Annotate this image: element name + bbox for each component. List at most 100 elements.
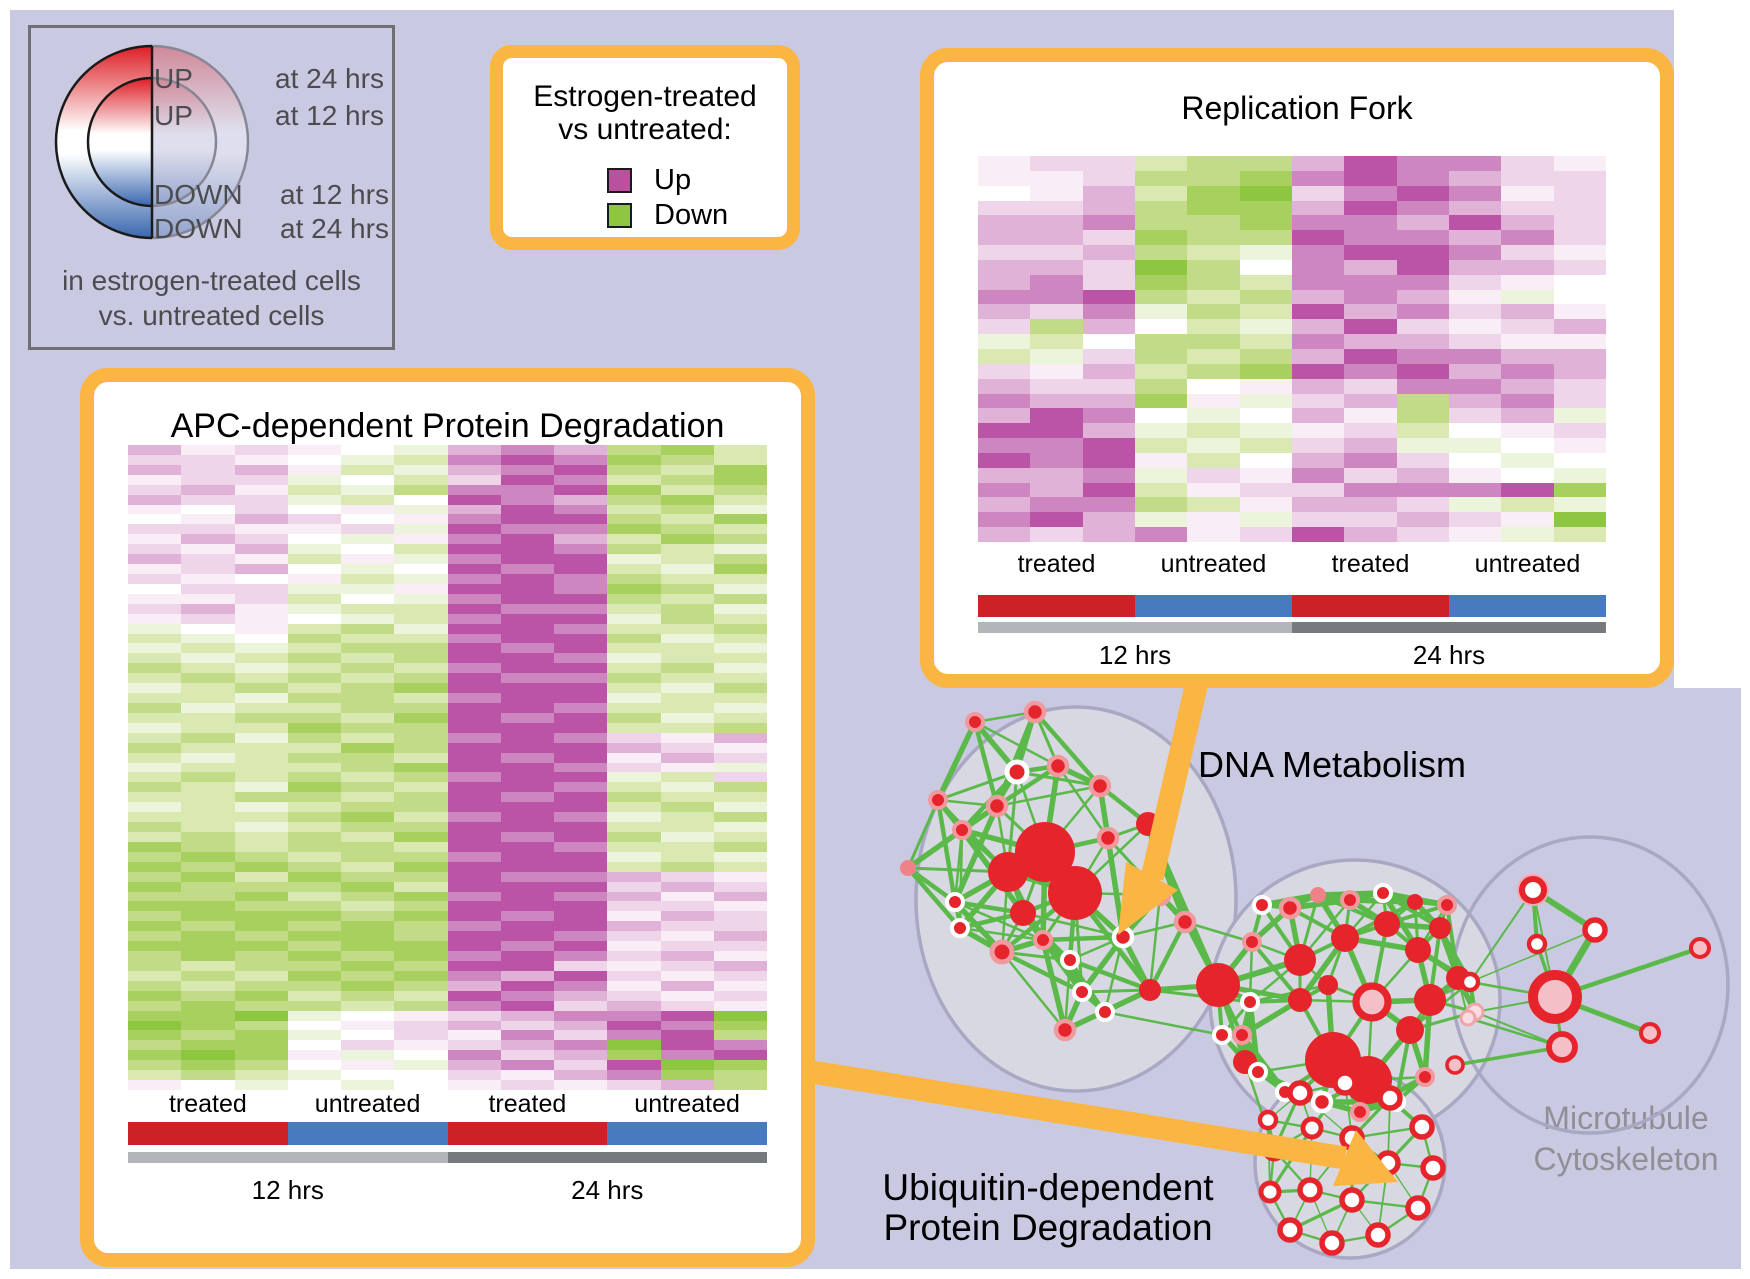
heatmap-cell — [500, 901, 554, 912]
heatmap-cell — [234, 1010, 288, 1021]
heatmap-cell — [500, 921, 554, 932]
heatmap-cell — [1187, 304, 1240, 320]
heatmap-cell — [607, 534, 661, 545]
heatmap-cell — [1291, 259, 1345, 275]
heatmap-cell — [341, 772, 395, 783]
untreated-bar-segment — [1135, 595, 1292, 617]
heatmap-cell — [607, 941, 661, 952]
heatmap-cell — [287, 901, 341, 912]
heatmap-cell — [1239, 482, 1292, 498]
heatmap-cell — [287, 722, 341, 733]
heatmap-cell — [1082, 467, 1135, 483]
heatmap-cell — [1082, 215, 1135, 231]
heatmap-cell — [978, 497, 1031, 513]
heatmap-cell — [128, 524, 182, 535]
heatmap-cell — [341, 752, 395, 763]
heatmap-cell — [607, 762, 661, 773]
heatmap-cell — [181, 812, 235, 823]
heatmap-cell — [713, 643, 767, 654]
heatmap-cell — [978, 512, 1031, 528]
heatmap-cell — [128, 990, 182, 1001]
heatmap-cell — [341, 524, 395, 535]
heatmap-cell — [128, 1060, 182, 1071]
heatmap-cell — [287, 663, 341, 674]
heatmap-cell — [394, 951, 448, 961]
heatmap-cell — [607, 474, 661, 485]
heatmap-cell — [554, 871, 608, 882]
heatmap-cell — [713, 822, 767, 832]
heatmap-cell — [1082, 363, 1135, 379]
heatmap-cell — [447, 970, 501, 981]
heatmap-cell — [287, 702, 341, 713]
heatmap-cell — [554, 752, 608, 763]
heatmap-cell — [181, 762, 235, 773]
heatmap-cell — [1134, 378, 1188, 394]
heatmap-cell — [500, 643, 554, 654]
heatmap-cell — [660, 633, 714, 644]
heatmap-cell — [713, 792, 767, 803]
apc-group-label-treated-12: treated — [168, 1090, 247, 1118]
heatmap-cell — [128, 583, 182, 594]
heatmap-cell — [394, 812, 448, 823]
heatmap-cell — [128, 1070, 182, 1081]
heatmap-cell — [713, 534, 767, 545]
heatmap-cell — [181, 544, 235, 555]
heatmap-cell — [1344, 349, 1397, 364]
heatmap-cell — [394, 693, 448, 703]
heatmap-cell — [713, 782, 767, 793]
heatmap-cell — [1448, 512, 1502, 528]
heatmap-cell — [447, 782, 501, 793]
heatmap-cell — [1344, 156, 1397, 171]
heatmap-cell — [1187, 319, 1240, 335]
heatmap-cell — [500, 762, 554, 773]
heatmap-cell — [128, 573, 182, 584]
heatmap-cell — [287, 822, 341, 832]
heatmap-cell — [713, 1010, 767, 1021]
heatmap-cell — [607, 1080, 661, 1090]
heatmap-cell — [234, 633, 288, 644]
heatmap-cell — [128, 554, 182, 565]
heatmap-cell — [554, 544, 608, 555]
heatmap-cell — [660, 603, 714, 614]
heatmap-cell — [128, 1040, 182, 1051]
heatmap-cell — [341, 504, 395, 515]
heatmap-cell — [607, 911, 661, 922]
heatmap-cell — [181, 1000, 235, 1011]
heatmap-cell — [394, 980, 448, 991]
heatmap-cell — [394, 514, 448, 525]
heatmap-cell — [1501, 378, 1554, 394]
heatmap-cell — [447, 484, 501, 495]
heatmap-cell — [713, 941, 767, 952]
heatmap-cell — [234, 772, 288, 783]
heatmap-cell — [1082, 482, 1135, 498]
heatmap-cell — [341, 990, 395, 1001]
heatmap-cell — [713, 911, 767, 922]
heatmap-cell — [1134, 259, 1188, 275]
heatmap-cell — [1187, 156, 1240, 171]
rf-time-label-24hrs: 24 hrs — [1412, 640, 1486, 670]
heatmap-cell — [341, 802, 395, 813]
heatmap-cell — [128, 911, 182, 922]
heatmap-cell — [1187, 467, 1240, 483]
treated-bar-segment — [1292, 595, 1449, 617]
heatmap-cell — [394, 564, 448, 574]
heatmap-cell — [554, 970, 608, 981]
heatmap-cell — [1291, 274, 1345, 290]
heatmap-cell — [181, 693, 235, 703]
ring-legend-down12-dir: DOWN — [154, 179, 243, 210]
heatmap-cell — [128, 564, 182, 574]
heatmap-cell — [607, 851, 661, 862]
heatmap-cell — [234, 941, 288, 952]
heatmap-cell — [660, 484, 714, 495]
heatmap-cell — [607, 861, 661, 872]
heatmap-cell — [128, 792, 182, 803]
heatmap-cell — [500, 464, 554, 475]
heatmap-cell — [128, 960, 182, 971]
heatmap-cell — [607, 901, 661, 912]
heatmap-cell — [500, 911, 554, 922]
heatmap-cell — [607, 871, 661, 882]
heatmap-cell — [1448, 423, 1502, 439]
heatmap-cell — [1344, 259, 1397, 275]
heatmap-cell — [660, 752, 714, 763]
heatmap-cell — [394, 573, 448, 584]
